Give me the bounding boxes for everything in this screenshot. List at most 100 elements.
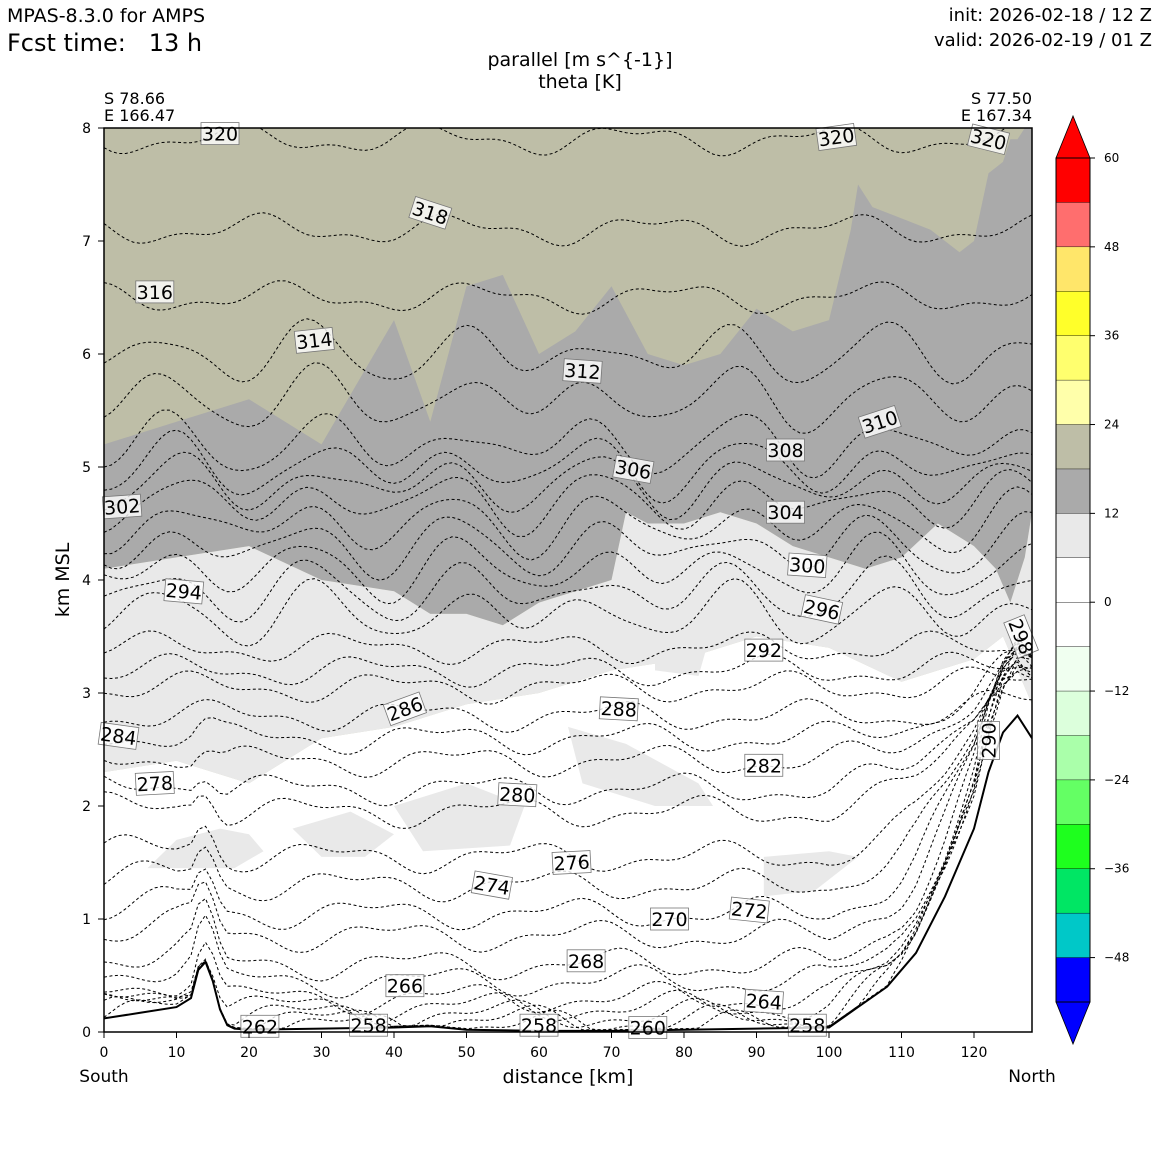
colorbar-tick-label: 24: [1104, 418, 1119, 432]
colorbar-tick-label: −12: [1104, 684, 1129, 698]
contour-label-text: 312: [564, 360, 602, 384]
y-tick-label: 6: [82, 347, 91, 363]
contour-label: 292: [744, 638, 784, 662]
right-endpoint-coords: S 77.50 E 167.34: [961, 90, 1032, 124]
shade-patch: [147, 828, 264, 869]
contour-label-box: [349, 1013, 389, 1037]
colorbar-tick-label: 48: [1104, 240, 1119, 254]
colorbar-segment: [1055, 291, 1091, 337]
contour-label-text: 258: [789, 1015, 825, 1037]
theta-contour-282: [104, 647, 1032, 778]
contour-label-text: 260: [630, 1018, 666, 1040]
contour-label: 320: [200, 122, 240, 146]
contour-label-text: 282: [746, 755, 782, 777]
contour-label: 266: [385, 974, 425, 998]
init-time: init: 2026-02-18 / 12 Z: [948, 5, 1152, 26]
y-tick-label: 8: [82, 121, 91, 137]
contour-label-text: 290: [979, 722, 1001, 758]
contour-label-text: 266: [387, 976, 423, 998]
contour-label-box: [408, 195, 453, 230]
contour-label-text: 320: [817, 125, 856, 152]
contour-label: 284: [97, 721, 140, 750]
contour-label: 260: [628, 1016, 668, 1040]
contour-label-box: [800, 594, 844, 625]
colorbar-tick-label: −48: [1104, 951, 1129, 965]
theta-contour-314: [104, 318, 1032, 385]
theta-contour-286: [104, 689, 1032, 733]
x-tick-label: 20: [240, 1045, 258, 1061]
shade-patch: [655, 625, 713, 676]
theta-contour-312: [104, 362, 1032, 434]
colorbar-segment: [1055, 735, 1091, 781]
theta-contour-302: [104, 486, 1032, 561]
contour-label-text: 276: [553, 852, 590, 876]
colorbar-segment: [1055, 957, 1091, 1003]
contour-label: 272: [728, 896, 770, 924]
theta-contour-294: [104, 578, 1032, 647]
x-tick-label: 40: [385, 1045, 403, 1061]
contour-label-box: [787, 552, 828, 579]
contour-label: 282: [744, 753, 784, 777]
contour-label: 262: [240, 1014, 280, 1038]
contour-label: 314: [293, 327, 335, 355]
fcst-label: Fcst time:: [7, 29, 126, 57]
contour-label-box: [977, 721, 1000, 760]
colorbar-frame: [1055, 157, 1091, 1003]
colorbar-segment: [1055, 824, 1091, 870]
contour-label-box: [163, 578, 205, 605]
chart-title: parallel [m s^{-1}]: [487, 49, 673, 71]
contour-label-text: 262: [242, 1016, 278, 1038]
shade-patch: [568, 726, 713, 806]
colorbar-segment: [1055, 202, 1091, 248]
theta-contour-266: [104, 641, 1032, 999]
north-label: North: [1008, 1067, 1056, 1087]
colorbar-tick-label: 12: [1104, 506, 1119, 520]
contour-label: 264: [743, 988, 784, 1015]
colorbar-tick-label: 0: [1104, 595, 1112, 609]
contour-label-text: 302: [103, 495, 141, 519]
colorbar-segment: [1055, 424, 1091, 470]
contour-label: 312: [562, 358, 603, 384]
contour-label: 276: [551, 850, 592, 876]
south-label: South: [79, 1067, 128, 1087]
colorbar-segment: [1055, 557, 1091, 603]
x-axis-label: distance [km]: [503, 1066, 634, 1088]
contour-label-box: [650, 907, 689, 931]
colorbar-segment: [1055, 513, 1091, 559]
contour-label-text: 314: [295, 329, 333, 355]
theta-contour-264: [104, 637, 1032, 1016]
colorbar-under-arrow: [1055, 1001, 1091, 1046]
contour-label-box: [562, 358, 603, 384]
contour-label-box: [744, 638, 784, 662]
contour-label-box: [551, 850, 592, 875]
contour-label-text: 292: [746, 640, 782, 662]
shade-patch: [763, 851, 858, 897]
contour-label-box: [470, 870, 513, 900]
colorbar-segment: [1055, 379, 1091, 426]
contour-label-text: 270: [651, 909, 687, 931]
contour-label-text: 304: [767, 502, 803, 524]
y-tick-label: 2: [82, 799, 91, 815]
contour-label-text: 294: [165, 580, 203, 605]
y-tick-label: 1: [82, 912, 91, 928]
right-lon: E 167.34: [960, 106, 1032, 125]
contour-label-text: 320: [202, 124, 238, 146]
contour-label: 320: [815, 123, 858, 152]
contour-label-box: [598, 696, 639, 722]
colorbar-segment: [1055, 690, 1091, 736]
contour-label: 270: [650, 907, 689, 931]
contour-label: 258: [787, 1013, 827, 1037]
x-tick-label: 30: [313, 1045, 331, 1061]
terrain-fill: [104, 715, 1032, 1032]
shade-patch: [292, 811, 394, 857]
model-title: MPAS-8.3.0 for AMPS: [7, 5, 206, 27]
contour-label-text: 280: [499, 784, 536, 808]
y-tick-label: 3: [82, 686, 91, 702]
fcst-value: 13 h: [148, 29, 203, 57]
colorbar-tick-label: −36: [1104, 862, 1129, 876]
contour-label-box: [728, 896, 770, 924]
contour-label-text: 278: [136, 772, 173, 796]
theta-contour-308: [104, 429, 1032, 504]
contour-label: 280: [497, 782, 538, 808]
